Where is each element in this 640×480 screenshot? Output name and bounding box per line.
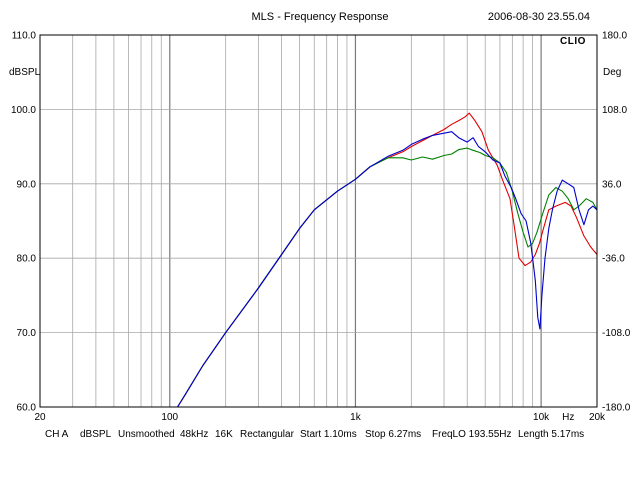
- footer-channel: CH A: [45, 429, 69, 440]
- series-line-2: [40, 131, 598, 408]
- clio-logo: CLIO: [560, 36, 586, 47]
- curves: [40, 112, 598, 408]
- y2-tick-label: -108.0: [602, 328, 631, 339]
- plot-frame: [39, 34, 598, 408]
- timestamp: 2006-08-30 23.55.04: [487, 11, 590, 23]
- y-tick-label: 60.0: [17, 403, 37, 414]
- footer-start: Start 1.10ms: [300, 429, 357, 440]
- y2-tick-label: 36.0: [602, 179, 622, 190]
- x-tick-label: Hz: [562, 412, 574, 423]
- y2-tick-label: 180.0: [602, 31, 627, 42]
- tick-labels: 60.0 70.0 80.0 90.0 100.0 110.0 -180.0 -108.0 -3…: [11, 31, 631, 424]
- series-line-1: [40, 147, 598, 408]
- x-tick-label: 1k: [350, 412, 362, 423]
- y2-axis-label: Deg: [603, 67, 622, 78]
- footer-units: dBSPL: [80, 429, 112, 440]
- chart-title: MLS - Frequency Response: [251, 11, 389, 23]
- y-tick-label: 100.0: [11, 105, 36, 116]
- x-tick-label: 20: [34, 412, 46, 423]
- x-tick-label: 100: [161, 412, 178, 423]
- y-axis-label: dBSPL: [9, 67, 41, 78]
- y2-tick-label: 108.0: [602, 105, 627, 116]
- footer-sample-rate: 48kHz: [180, 429, 209, 440]
- y-tick-label: 80.0: [17, 254, 37, 265]
- footer-window: Rectangular: [240, 429, 294, 440]
- y-tick-label: 110.0: [12, 31, 37, 42]
- y2-tick-label: -180.0: [602, 403, 631, 414]
- footer-smoothing: Unsmoothed: [118, 429, 175, 440]
- footer-size: 16K: [215, 429, 233, 440]
- x-tick-label: 20k: [589, 412, 606, 423]
- y-tick-label: 70.0: [17, 328, 37, 339]
- footer-length: Length 5.17ms: [518, 429, 585, 440]
- series-line-0: [40, 112, 598, 408]
- footer-freqlo: FreqLO 193.55Hz: [432, 429, 512, 440]
- footer-stop: Stop 6.27ms: [365, 429, 422, 440]
- y-tick-label: 90.0: [17, 179, 37, 190]
- x-tick-label: 10k: [533, 412, 550, 423]
- y2-tick-label: -36.0: [602, 254, 625, 265]
